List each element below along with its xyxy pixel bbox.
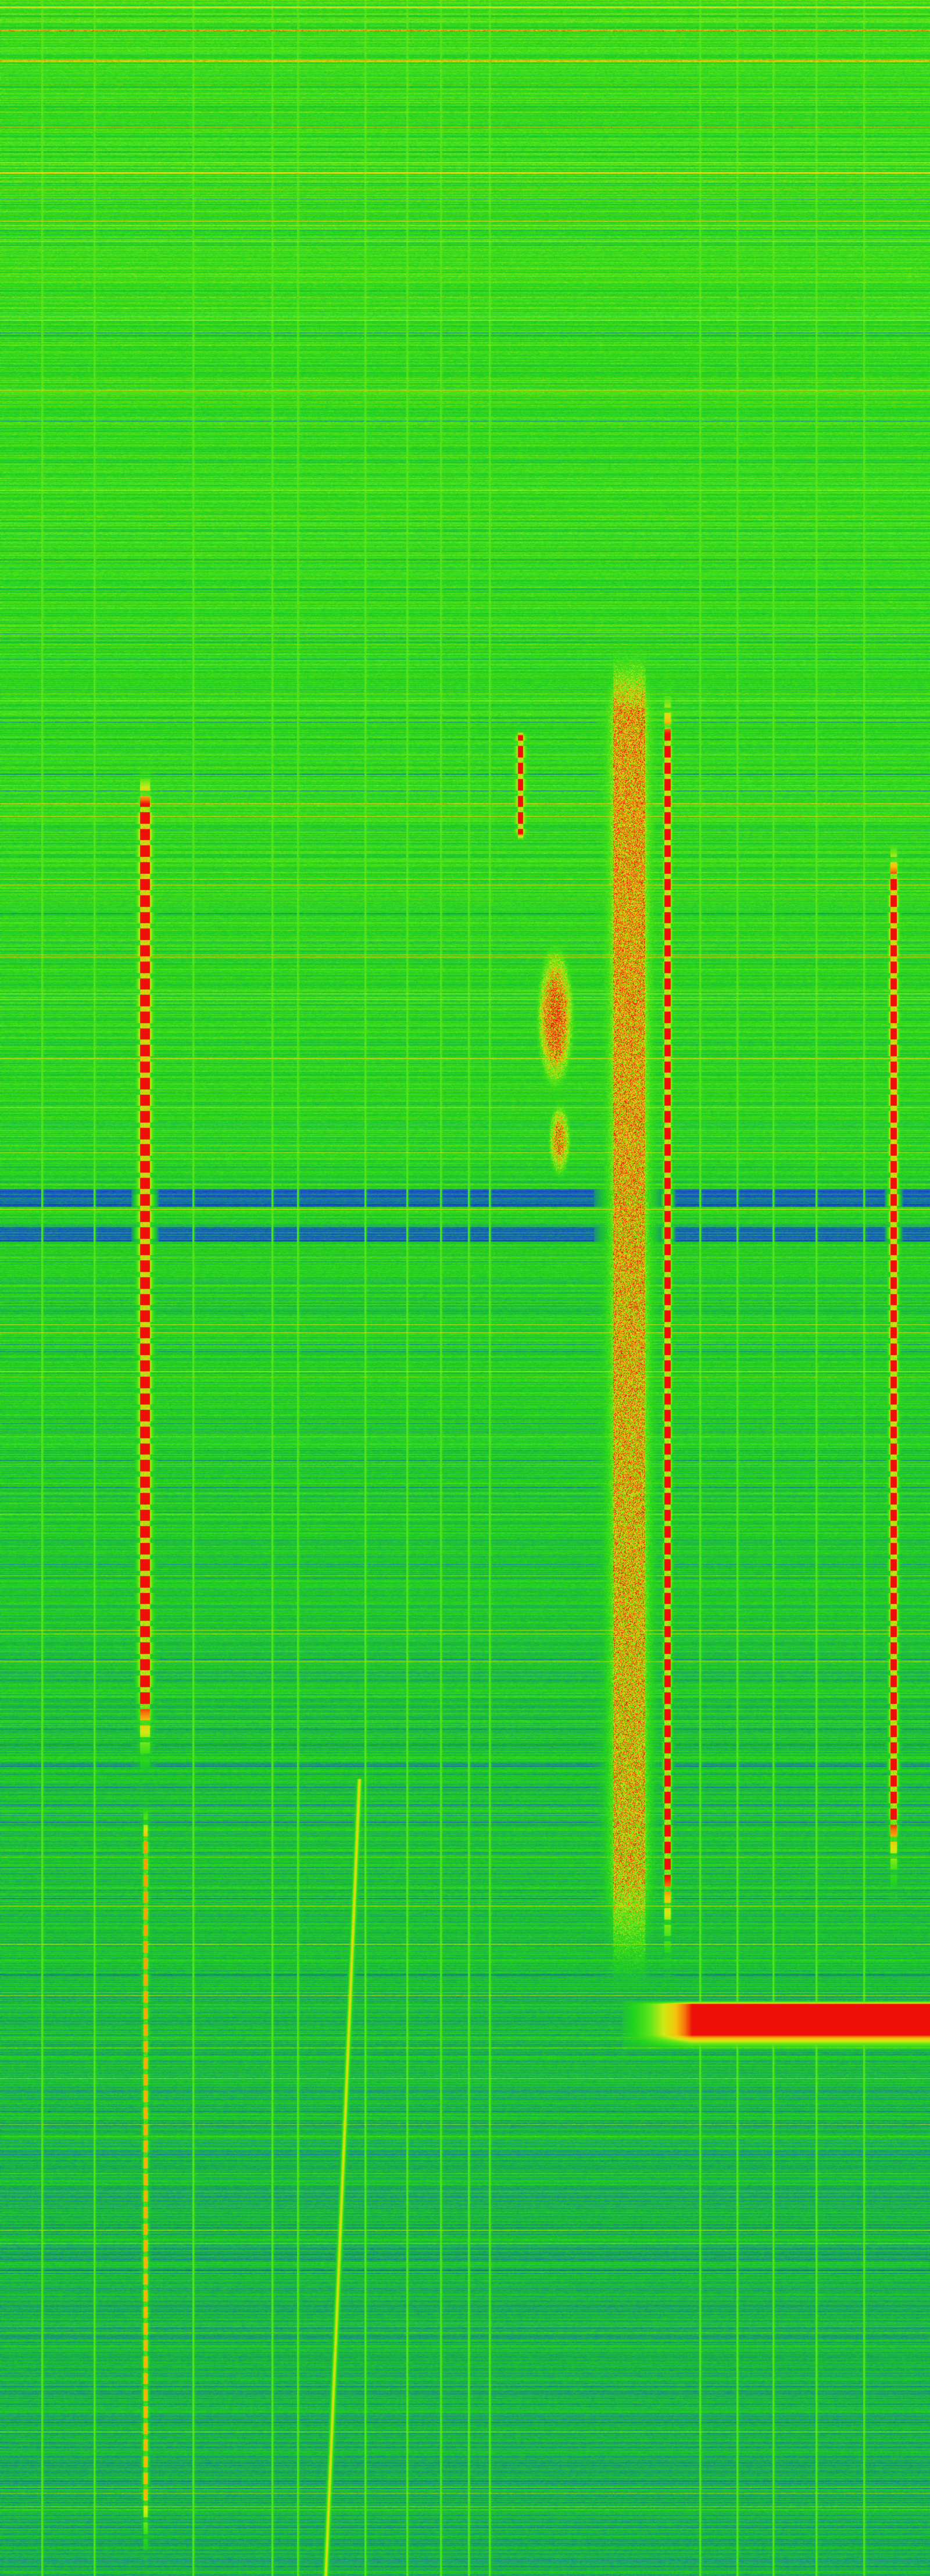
spectrogram-view[interactable] xyxy=(0,0,930,2576)
waterfall-canvas[interactable] xyxy=(0,0,930,2576)
